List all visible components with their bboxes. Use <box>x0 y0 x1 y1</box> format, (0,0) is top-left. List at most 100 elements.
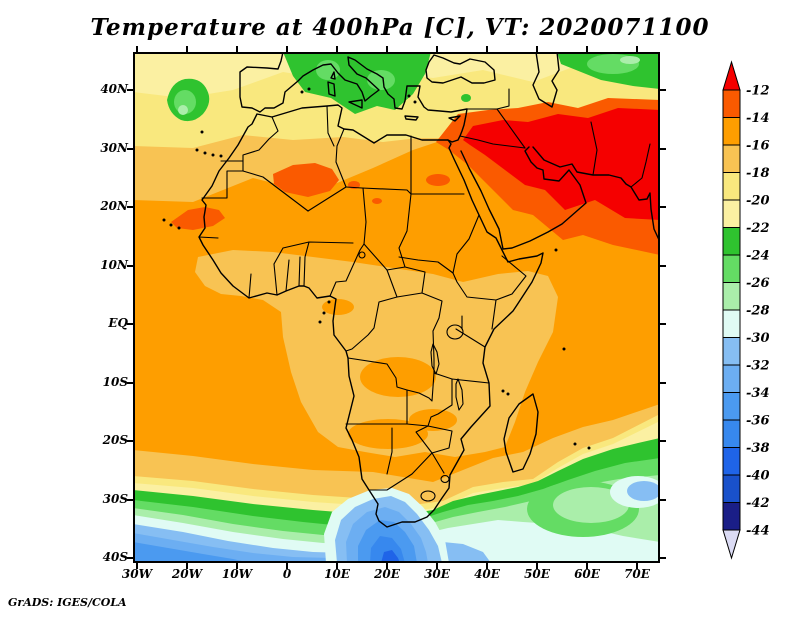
y-tick-label: 40S <box>102 550 128 564</box>
tick-mark <box>127 381 133 384</box>
tick-mark <box>660 206 666 208</box>
tick-mark <box>127 323 133 325</box>
tick-mark <box>127 206 133 208</box>
colorbar-segment <box>722 89 741 118</box>
colorbar-label: -24 <box>746 249 770 264</box>
colorbar-label: -36 <box>746 414 770 429</box>
tick-mark <box>536 46 538 52</box>
colorbar-label: -22 <box>746 221 770 236</box>
tick-mark <box>336 46 338 52</box>
tick-mark <box>660 440 666 442</box>
tick-mark <box>336 563 338 569</box>
tick-mark <box>386 563 388 569</box>
colorbar-top-arrow <box>722 60 741 91</box>
tick-mark <box>660 264 666 267</box>
y-tick-label: 40N <box>100 82 128 96</box>
colorbar-label: -40 <box>746 469 770 484</box>
tick-mark <box>386 46 388 52</box>
colorbar-segment <box>722 144 741 173</box>
chart-title: Temperature at 400hPa [C], VT: 202007110… <box>90 14 710 41</box>
colorbar-label: -42 <box>746 496 770 511</box>
tick-mark <box>486 563 488 569</box>
tick-mark <box>286 46 288 52</box>
tick-mark <box>586 46 588 52</box>
x-tick-label: 10E <box>324 567 350 581</box>
colorbar-segment <box>722 227 741 256</box>
colorbar-segment <box>722 282 741 311</box>
colorbar-label: -38 <box>746 441 770 456</box>
tick-mark <box>136 563 138 569</box>
x-tick-label: 10W <box>221 567 253 581</box>
x-tick-label: 20E <box>374 567 400 581</box>
x-tick-label: 20W <box>171 567 203 581</box>
tick-mark <box>236 46 238 52</box>
colorbar-label: -14 <box>746 111 770 126</box>
x-tick-label: 30W <box>121 567 153 581</box>
tick-mark <box>127 440 133 442</box>
colorbar-label: -30 <box>746 331 770 346</box>
colorbar-segment <box>722 309 741 338</box>
colorbar-segment <box>722 474 741 503</box>
tick-mark <box>636 46 638 52</box>
colorbar-bottom-arrow <box>722 529 741 560</box>
colorbar-label: -34 <box>746 386 770 401</box>
x-tick-label: 0 <box>282 567 292 581</box>
credit-text: GrADS: IGES/COLA <box>8 596 127 609</box>
colorbar-segment <box>722 199 741 228</box>
tick-mark <box>127 147 133 150</box>
tick-mark <box>127 498 133 501</box>
tick-mark <box>660 323 666 325</box>
colorbar-segment <box>722 392 741 421</box>
x-tick-label: 30E <box>424 567 450 581</box>
x-tick-label: 50E <box>524 567 550 581</box>
y-tick-label: 20S <box>102 433 128 447</box>
colorbar-label: -44 <box>746 524 770 539</box>
tick-mark <box>436 46 438 52</box>
x-tick-label: 60E <box>574 567 600 581</box>
island-dots <box>162 87 591 450</box>
colorbar-label: -26 <box>746 276 770 291</box>
tick-mark <box>186 563 188 569</box>
x-tick-label: 40E <box>474 567 500 581</box>
colorbar: -12 -14 -16 -18 -20 -22 -24 -26 -28 -30 -32 -34 -36 -… <box>718 55 796 570</box>
tick-mark <box>660 381 666 384</box>
tick-mark <box>186 46 188 52</box>
colorbar-segment <box>722 172 741 201</box>
tick-mark <box>286 563 288 569</box>
x-tick-label: 70E <box>624 567 650 581</box>
colorbar-segment <box>722 337 741 366</box>
colorbar-label: -28 <box>746 304 770 319</box>
colorbar-segment <box>722 419 741 448</box>
tick-mark <box>636 563 638 569</box>
tick-mark <box>127 557 133 559</box>
y-tick-label: 30N <box>100 140 128 155</box>
y-tick-label: EQ <box>108 316 128 330</box>
y-tick-label: 20N <box>100 199 128 213</box>
tick-mark <box>436 563 438 569</box>
tick-mark <box>127 89 133 91</box>
tick-mark <box>660 557 666 559</box>
tick-mark <box>660 147 666 150</box>
map-plot <box>133 51 666 563</box>
colorbar-label: -32 <box>746 359 770 374</box>
tick-mark <box>536 563 538 569</box>
y-tick-label: 30S <box>102 491 128 506</box>
tick-mark <box>586 563 588 569</box>
colorbar-label: -20 <box>746 194 770 209</box>
colorbar-segment <box>722 502 741 531</box>
colorbar-label: -12 <box>746 84 770 99</box>
colorbar-segment <box>722 254 741 283</box>
y-tick-label: 10S <box>102 374 128 389</box>
tick-mark <box>127 264 133 267</box>
colorbar-segment <box>722 447 741 476</box>
tick-mark <box>136 46 138 52</box>
tick-mark <box>660 89 666 91</box>
colorbar-segment <box>722 364 741 393</box>
tick-mark <box>660 498 666 501</box>
colorbar-label: -18 <box>746 166 770 181</box>
colorbar-segment <box>722 117 741 146</box>
map-frame <box>133 52 660 563</box>
colorbar-svg: -12 -14 -16 -18 -20 -22 -24 -26 -28 -30 -32 -34 -36 -… <box>722 60 770 560</box>
tick-mark <box>486 46 488 52</box>
